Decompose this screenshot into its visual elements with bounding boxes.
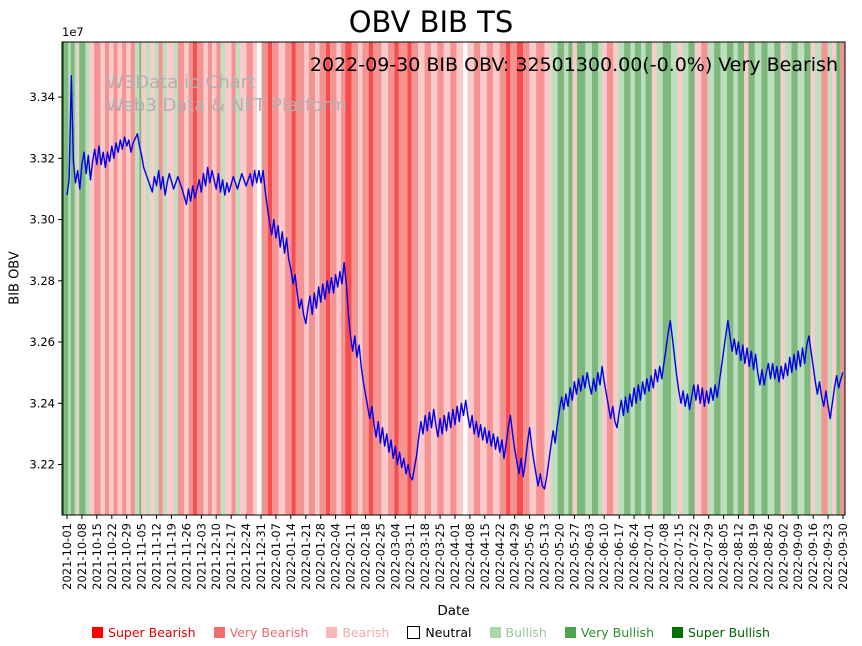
watermark-line1: W3Data.io Chart bbox=[106, 72, 256, 93]
svg-text:2022-04-15: 2022-04-15 bbox=[478, 523, 492, 590]
svg-text:2022-03-11: 2022-03-11 bbox=[403, 523, 417, 590]
svg-text:2022-03-18: 2022-03-18 bbox=[418, 523, 432, 590]
svg-text:3.34: 3.34 bbox=[29, 90, 55, 104]
watermark: W3Data.io Chart Web3 Data & NFT Platform bbox=[106, 72, 347, 117]
y-axis-ticks: 3.22 3.24 3.26 3.28 3.30 3.32 3.34 bbox=[29, 90, 62, 472]
legend-item-super-bearish: Super Bearish bbox=[92, 625, 196, 640]
svg-text:2022-04-08: 2022-04-08 bbox=[463, 523, 477, 590]
svg-text:2022-03-25: 2022-03-25 bbox=[433, 523, 447, 590]
legend-item-bearish: Bearish bbox=[326, 625, 389, 640]
legend-swatch bbox=[489, 627, 501, 638]
x-axis-label: Date bbox=[437, 603, 470, 619]
y-axis-offset: 1e7 bbox=[62, 25, 84, 39]
legend-label: Super Bearish bbox=[108, 625, 196, 640]
svg-text:2021-11-19: 2021-11-19 bbox=[165, 523, 179, 590]
svg-text:2022-09-02: 2022-09-02 bbox=[776, 523, 790, 590]
legend-item-very-bearish: Very Bearish bbox=[213, 625, 309, 640]
sentiment-bands bbox=[62, 42, 845, 515]
svg-text:3.26: 3.26 bbox=[29, 335, 55, 349]
legend-swatch bbox=[564, 627, 576, 638]
chart-title: OBV BIB TS bbox=[348, 5, 514, 39]
legend-swatch bbox=[92, 627, 104, 638]
svg-text:2022-07-29: 2022-07-29 bbox=[702, 523, 716, 590]
legend-swatch bbox=[213, 627, 225, 638]
legend-item-very-bullish: Very Bullish bbox=[564, 625, 654, 640]
legend-swatch bbox=[407, 626, 421, 639]
svg-text:2022-01-28: 2022-01-28 bbox=[314, 523, 328, 590]
legend-label: Neutral bbox=[425, 625, 472, 640]
svg-text:2022-01-07: 2022-01-07 bbox=[269, 523, 283, 590]
svg-text:2022-08-05: 2022-08-05 bbox=[717, 523, 731, 590]
svg-text:2022-02-18: 2022-02-18 bbox=[359, 523, 373, 590]
legend: Super Bearish Very Bearish Bearish Neutral B… bbox=[0, 625, 862, 640]
svg-text:2022-05-06: 2022-05-06 bbox=[523, 523, 537, 590]
svg-text:2021-10-08: 2021-10-08 bbox=[75, 523, 89, 590]
svg-text:2022-02-11: 2022-02-11 bbox=[344, 523, 358, 590]
svg-text:2021-12-24: 2021-12-24 bbox=[239, 523, 253, 590]
legend-swatch bbox=[672, 627, 683, 638]
legend-label: Very Bearish bbox=[229, 625, 309, 640]
legend-label: Bullish bbox=[505, 625, 547, 640]
svg-text:3.22: 3.22 bbox=[29, 458, 55, 472]
legend-label: Very Bullish bbox=[580, 625, 654, 640]
svg-text:3.32: 3.32 bbox=[29, 151, 55, 165]
svg-text:2022-07-15: 2022-07-15 bbox=[672, 523, 686, 590]
svg-text:2022-02-25: 2022-02-25 bbox=[373, 523, 387, 590]
current-value-annotation: 2022-09-30 BIB OBV: 32501300.00(-0.0%) V… bbox=[309, 54, 838, 76]
svg-text:2022-02-04: 2022-02-04 bbox=[329, 523, 343, 590]
legend-item-neutral: Neutral bbox=[407, 625, 472, 640]
svg-text:2022-08-19: 2022-08-19 bbox=[747, 523, 761, 590]
svg-text:2022-06-17: 2022-06-17 bbox=[612, 523, 626, 590]
legend-item-bullish: Bullish bbox=[489, 625, 547, 640]
svg-text:2021-12-31: 2021-12-31 bbox=[254, 523, 268, 590]
watermark-line2: Web3 Data & NFT Platform bbox=[106, 94, 348, 116]
svg-text:2021-11-12: 2021-11-12 bbox=[150, 523, 164, 590]
x-axis-ticks: 2021-10-01 2021-10-08 2021-10-15 2021-10-22… bbox=[60, 515, 850, 590]
svg-text:2022-07-01: 2022-07-01 bbox=[642, 523, 656, 590]
svg-text:2021-11-05: 2021-11-05 bbox=[135, 523, 149, 590]
svg-text:2022-05-13: 2022-05-13 bbox=[538, 523, 552, 590]
svg-text:3.24: 3.24 bbox=[29, 396, 55, 410]
svg-text:2022-05-27: 2022-05-27 bbox=[567, 523, 581, 590]
svg-text:2022-08-12: 2022-08-12 bbox=[732, 523, 746, 590]
svg-text:2022-05-20: 2022-05-20 bbox=[553, 523, 567, 590]
y-axis-label: BIB OBV bbox=[7, 251, 23, 305]
svg-text:2021-10-15: 2021-10-15 bbox=[90, 523, 104, 590]
svg-text:2022-07-08: 2022-07-08 bbox=[657, 523, 671, 590]
svg-text:2021-10-29: 2021-10-29 bbox=[120, 523, 134, 590]
svg-text:2022-04-22: 2022-04-22 bbox=[493, 523, 507, 590]
svg-text:2021-12-10: 2021-12-10 bbox=[209, 523, 223, 590]
svg-text:2022-01-21: 2022-01-21 bbox=[299, 523, 313, 590]
svg-text:2022-07-22: 2022-07-22 bbox=[687, 523, 701, 590]
svg-text:2021-12-17: 2021-12-17 bbox=[224, 523, 238, 590]
legend-item-super-bullish: Super Bullish bbox=[672, 625, 770, 640]
svg-text:2022-09-09: 2022-09-09 bbox=[791, 523, 805, 590]
svg-text:2022-06-03: 2022-06-03 bbox=[582, 523, 596, 590]
svg-text:2021-12-03: 2021-12-03 bbox=[194, 523, 208, 590]
svg-text:2022-03-04: 2022-03-04 bbox=[388, 523, 402, 590]
svg-text:2022-04-29: 2022-04-29 bbox=[508, 523, 522, 590]
svg-text:2022-09-23: 2022-09-23 bbox=[821, 523, 835, 590]
svg-text:2022-08-26: 2022-08-26 bbox=[761, 523, 775, 590]
svg-text:2021-11-26: 2021-11-26 bbox=[179, 523, 193, 590]
svg-text:2022-04-01: 2022-04-01 bbox=[448, 523, 462, 590]
svg-text:2022-09-16: 2022-09-16 bbox=[806, 523, 820, 590]
svg-text:2022-01-14: 2022-01-14 bbox=[284, 523, 298, 590]
legend-label: Bearish bbox=[342, 625, 390, 640]
legend-label: Super Bullish bbox=[688, 625, 770, 640]
svg-text:2021-10-01: 2021-10-01 bbox=[60, 523, 74, 590]
svg-text:2022-06-10: 2022-06-10 bbox=[597, 523, 611, 590]
svg-text:3.28: 3.28 bbox=[29, 274, 55, 288]
plot-border bbox=[61, 41, 846, 516]
obv-line bbox=[66, 74, 844, 490]
legend-swatch bbox=[326, 627, 338, 638]
svg-text:2022-09-30: 2022-09-30 bbox=[836, 523, 850, 590]
svg-text:3.30: 3.30 bbox=[29, 213, 55, 227]
svg-text:2021-10-22: 2021-10-22 bbox=[105, 523, 119, 590]
svg-text:2022-06-24: 2022-06-24 bbox=[627, 523, 641, 590]
